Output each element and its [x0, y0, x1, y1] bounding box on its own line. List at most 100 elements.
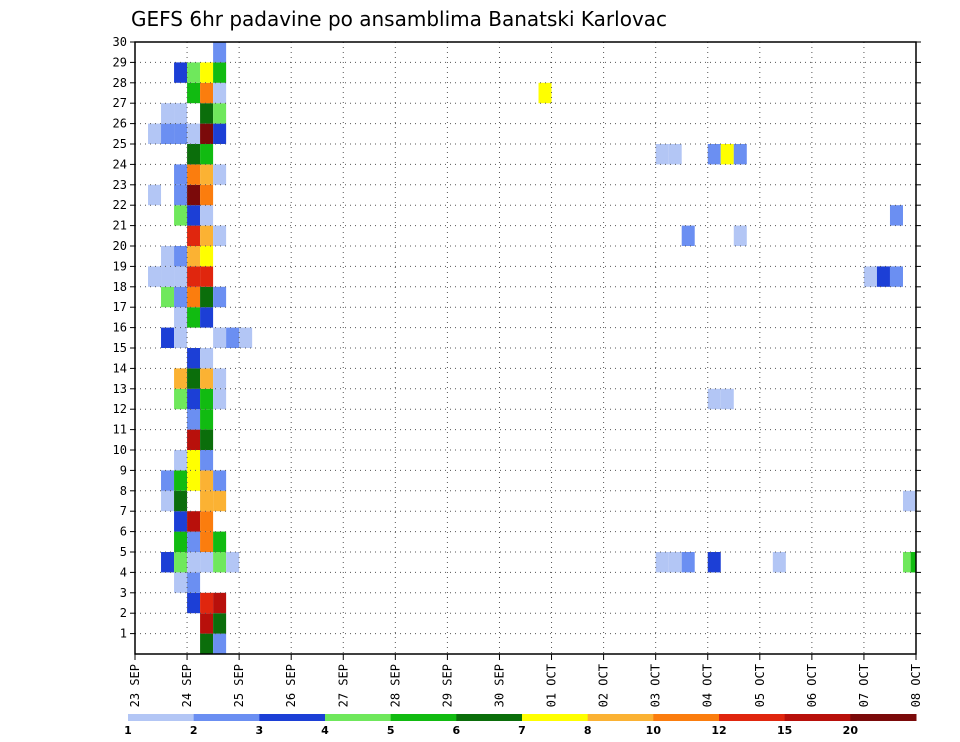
y-tick-label: 6	[120, 525, 127, 539]
colorbar-label: 20	[843, 724, 859, 737]
x-tick-label: 23 SEP	[128, 664, 142, 707]
heatmap-cell	[200, 123, 214, 144]
x-tick-label: 01 OCT	[545, 664, 559, 707]
colorbar-label: 4	[321, 724, 329, 737]
heatmap-cell	[174, 123, 188, 144]
x-tick-label: 03 OCT	[649, 664, 663, 707]
heatmap-cell	[213, 592, 227, 614]
heatmap-cell	[187, 82, 201, 104]
heatmap-cell	[174, 246, 188, 267]
heatmap-cell	[213, 164, 227, 185]
heatmap-cell	[200, 62, 214, 83]
x-tick-label: 05 OCT	[753, 664, 767, 707]
y-tick-label: 2	[120, 606, 127, 620]
y-tick-label: 12	[113, 402, 127, 416]
heatmap-cell	[863, 266, 877, 287]
colorbar-label: 2	[190, 724, 198, 737]
heatmap-cell	[174, 490, 188, 512]
heatmap-cell	[200, 613, 214, 634]
colorbar-label: 6	[453, 724, 461, 737]
heatmap-cell	[655, 144, 669, 165]
heatmap-cell	[187, 552, 201, 573]
heatmap-cell	[187, 286, 201, 308]
heatmap-cell	[187, 205, 201, 226]
heatmap-cell	[187, 62, 201, 83]
heatmap-cell	[707, 552, 721, 573]
heatmap-cell	[187, 470, 201, 491]
heatmap-cell	[161, 470, 175, 491]
heatmap-cell	[200, 552, 214, 573]
heatmap-cell	[148, 266, 162, 287]
heatmap-cell	[707, 144, 721, 165]
heatmap-cell	[200, 409, 214, 430]
x-tick-label: 06 OCT	[805, 664, 819, 707]
heatmap-cell	[187, 246, 201, 267]
x-tick-label: 04 OCT	[701, 664, 715, 707]
heatmap-cell	[707, 388, 721, 410]
heatmap-cell	[187, 511, 201, 532]
heatmap-cell	[187, 368, 201, 389]
heatmap-cell	[174, 164, 188, 185]
heatmap-cell	[668, 144, 682, 165]
y-tick-label: 16	[113, 321, 127, 335]
y-tick-label: 1	[120, 627, 127, 641]
heatmap-cell	[213, 327, 227, 348]
heatmap-cell	[187, 348, 201, 369]
y-tick-label: 23	[113, 178, 127, 192]
heatmap-cell	[200, 511, 214, 532]
heatmap-cell	[876, 266, 890, 287]
y-tick-label: 30	[113, 35, 127, 49]
heatmap-cell	[200, 286, 214, 308]
chart-title: GEFS 6hr padavine po ansamblima Banatski…	[131, 7, 667, 31]
y-tick-label: 8	[120, 484, 127, 498]
heatmap-cell	[681, 225, 695, 246]
y-tick-label: 24	[113, 157, 127, 171]
y-tick-label: 28	[113, 76, 127, 90]
colorbar-swatch	[456, 714, 523, 721]
colorbar-swatch	[587, 714, 654, 721]
heatmap-cell	[161, 266, 175, 287]
colorbar-swatch	[653, 714, 720, 721]
heatmap-cell	[889, 205, 903, 226]
heatmap-cell	[200, 246, 214, 267]
heatmap-cell	[226, 327, 240, 348]
x-tick-label: 27 SEP	[336, 664, 350, 707]
x-tick-label: 24 SEP	[180, 664, 194, 707]
y-tick-label: 10	[113, 443, 127, 457]
heatmap-cell	[213, 388, 227, 410]
heatmap-cell	[187, 144, 201, 165]
y-tick-label: 13	[113, 382, 127, 396]
heatmap-cell	[213, 225, 227, 246]
y-tick-label: 5	[120, 545, 127, 559]
heatmap-cell	[200, 633, 214, 654]
y-tick-label: 27	[113, 96, 127, 110]
heatmap-cell	[174, 103, 188, 124]
heatmap-cell	[174, 205, 188, 226]
heatmap-cell	[213, 123, 227, 144]
heatmap-cell	[161, 246, 175, 267]
colorbar-swatch	[850, 714, 917, 721]
heatmap-cell	[174, 531, 188, 552]
heatmap-cell	[174, 511, 188, 532]
heatmap-cell	[200, 103, 214, 124]
heatmap-cell	[174, 327, 188, 348]
heatmap-cell	[902, 490, 916, 512]
colorbar-swatch	[259, 714, 326, 721]
heatmap-cell	[161, 327, 175, 348]
heatmap-cell	[174, 368, 188, 389]
heatmap-cell	[213, 286, 227, 308]
heatmap-cell	[200, 266, 214, 287]
heatmap-cell	[733, 225, 747, 246]
heatmap-cell	[200, 348, 214, 369]
heatmap-cell	[161, 286, 175, 308]
x-tick-label: 28 SEP	[388, 664, 402, 707]
colorbar-label: 8	[584, 724, 592, 737]
heatmap-cell	[200, 307, 214, 328]
heatmap-cell	[200, 82, 214, 104]
heatmap-cell	[187, 409, 201, 430]
colorbar-label: 15	[777, 724, 792, 737]
colorbar-label: 7	[518, 724, 526, 737]
heatmap-cell	[213, 82, 227, 104]
colorbar-swatch	[193, 714, 260, 721]
heatmap-cell	[187, 572, 201, 593]
